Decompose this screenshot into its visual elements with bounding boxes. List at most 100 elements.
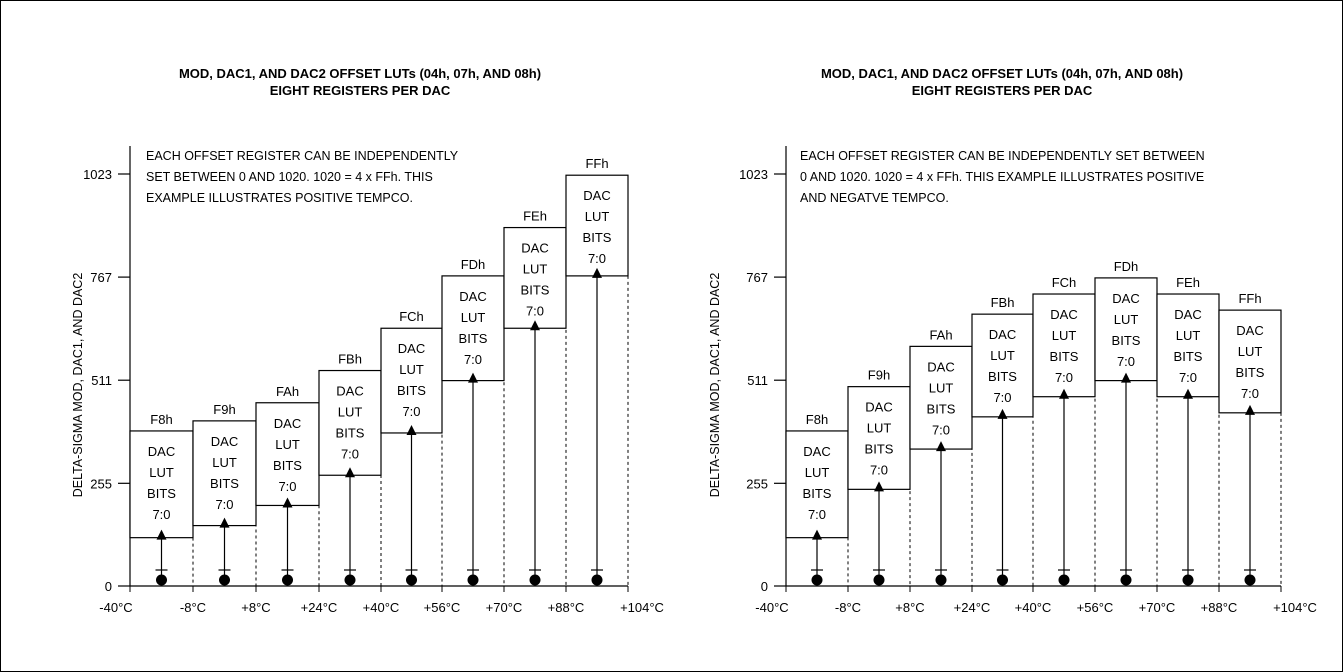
chart-title-line2: EIGHT REGISTERS PER DAC [912,83,1093,98]
origin-dot [935,574,947,586]
x-tick-label: +8°C [241,600,270,615]
y-tick-label: 767 [746,270,768,285]
box-text-line: DAC [521,241,548,256]
register-label: FDh [461,257,486,272]
box-text-line: DAC [336,384,363,399]
box-text-line: LUT [1052,328,1077,343]
x-tick-label: +88°C [1201,600,1238,615]
box-text-line: DAC [927,359,954,374]
origin-dot [529,574,541,586]
x-tick-label: -8°C [180,600,206,615]
chart-title-line1: MOD, DAC1, AND DAC2 OFFSET LUTs (04h, 07… [179,66,541,81]
box-text-line: 7:0 [993,390,1011,405]
register-label: FCh [399,309,424,324]
box-text-line: 7:0 [932,422,950,437]
register-box [1032,293,1096,398]
register-label: FAh [276,384,299,399]
register-box [318,369,382,476]
x-tick-label: +40°C [1015,600,1052,615]
note-line-1: EACH OFFSET REGISTER CAN BE INDEPENDENTL… [146,149,459,163]
box-text-line: BITS [1112,333,1141,348]
box-text-line: 7:0 [808,507,826,522]
origin-dot [1244,574,1256,586]
box-text-line: LUT [867,421,892,436]
x-tick-label: +88°C [548,600,585,615]
register-box [441,275,505,382]
box-text-line: DAC [865,400,892,415]
y-axis-label: DELTA-SIGMA MOD, DAC1, AND DAC2 [708,273,722,498]
chart-left: MOD, DAC1, AND DAC2 OFFSET LUTs (04h, 07… [71,66,664,615]
box-text-line: BITS [1174,349,1203,364]
origin-dot [1120,574,1132,586]
register-label: FEh [1176,275,1200,290]
x-tick-label: +8°C [895,600,924,615]
box-text-line: BITS [803,486,832,501]
box-text-line: LUT [338,405,363,420]
y-axis-label: DELTA-SIGMA MOD, DAC1, AND DAC2 [71,273,85,498]
register-label: F9h [213,402,235,417]
register-label: FFh [1238,291,1261,306]
box-text-line: DAC [1112,291,1139,306]
origin-dot [406,574,417,586]
register-label: F8h [150,412,172,427]
x-tick-label: +70°C [1139,600,1176,615]
origin-dot [873,574,885,586]
origin-dot [1058,574,1070,586]
box-text-line: 7:0 [1117,354,1135,369]
box-text-line: LUT [399,362,424,377]
y-tick-label: 255 [746,476,768,491]
box-text-line: DAC [583,188,610,203]
y-tick-label: 1023 [739,167,768,182]
y-tick-label: 1023 [83,167,112,182]
box-text-line: DAC [211,434,238,449]
x-tick-label: -40°C [99,600,132,615]
box-text-line: BITS [988,369,1017,384]
box-text-line: 7:0 [588,251,606,266]
x-tick-label: +40°C [363,600,400,615]
x-tick-label: +104°C [620,600,664,615]
plot-area-left: 0 255 511 767 1023 -40°C -8°C +8°C +24°C +40°C +56… [83,146,664,615]
box-text-line: BITS [521,283,550,298]
note-line-3: EXAMPLE ILLUSTRATES POSITIVE TEMPCO. [146,191,413,205]
y-tick-label: 0 [761,579,768,594]
register-box [785,430,849,539]
box-text-line: LUT [212,455,237,470]
x-tick-label: +56°C [1077,600,1114,615]
box-text-line: LUT [929,380,954,395]
x-tick-label: +24°C [954,600,991,615]
register-label: FDh [1114,259,1139,274]
chart-right: MOD, DAC1, AND DAC2 OFFSET LUTs (04h, 07… [708,66,1317,615]
box-text-line: 7:0 [526,304,544,319]
box-text-line: 7:0 [1055,370,1073,385]
box-text-line: BITS [865,442,894,457]
x-tick-label: -40°C [755,600,788,615]
box-text-line: LUT [805,465,830,480]
box-text-line: 7:0 [341,447,359,462]
box-text-line: LUT [275,437,300,452]
box-text-line: DAC [148,444,175,459]
box-text-line: DAC [1050,307,1077,322]
register-label: FCh [1052,275,1077,290]
register-box [565,174,629,277]
y-tick-label: 255 [90,476,112,491]
origin-dot [219,574,230,586]
box-text-line: LUT [1176,328,1201,343]
register-box [192,420,257,527]
origin-dot [282,574,293,586]
note-line-2: SET BETWEEN 0 AND 1020. 1020 = 4 x FFh. … [146,170,433,184]
register-box [380,327,443,434]
box-text-line: LUT [523,262,548,277]
register-label: F9h [868,368,890,383]
box-text-line: BITS [210,476,239,491]
box-text-line: LUT [1238,344,1263,359]
box-text-line: LUT [149,465,174,480]
box-text-line: DAC [274,416,301,431]
origin-dot [591,574,603,586]
origin-dot [467,574,479,586]
box-text-line: LUT [585,209,610,224]
origin-dot [1182,574,1194,586]
register-label: FBh [338,352,362,367]
register-label: FBh [991,295,1015,310]
y-tick-label: 767 [90,270,112,285]
